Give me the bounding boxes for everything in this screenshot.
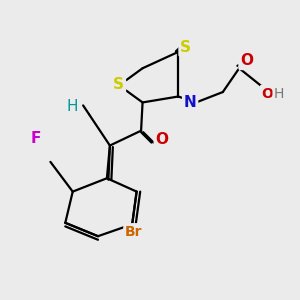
Text: O: O: [240, 53, 253, 68]
Text: O: O: [262, 86, 273, 100]
Text: F: F: [30, 130, 41, 146]
Text: H: H: [67, 99, 79, 114]
Text: H: H: [274, 86, 284, 100]
Text: S: S: [113, 77, 124, 92]
Text: O: O: [155, 132, 168, 147]
Text: N: N: [184, 95, 196, 110]
Text: Br: Br: [125, 225, 142, 239]
Text: S: S: [180, 40, 191, 55]
